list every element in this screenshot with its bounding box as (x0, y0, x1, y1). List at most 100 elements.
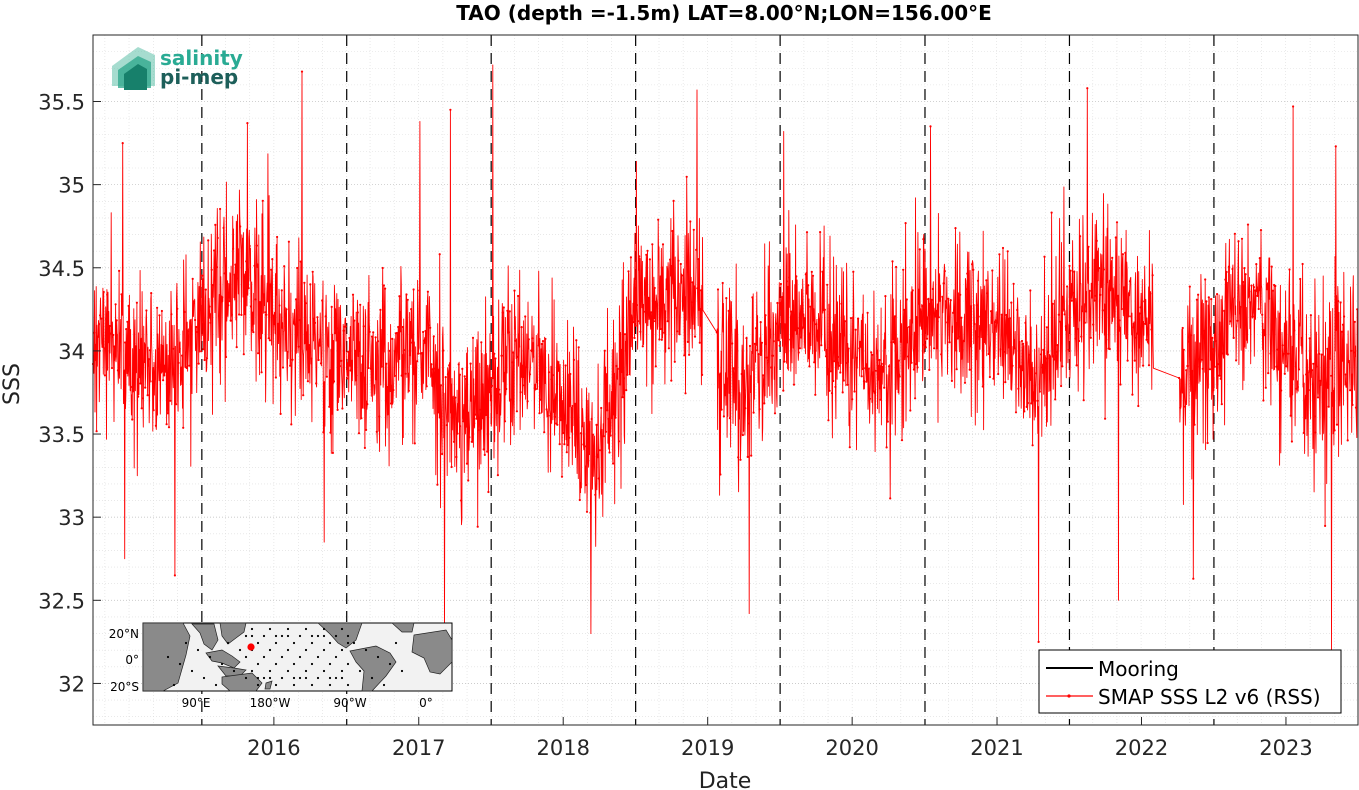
data-point (302, 394, 305, 397)
data-point (997, 372, 1000, 376)
data-point (545, 408, 548, 411)
data-point (722, 415, 726, 418)
data-point (460, 499, 463, 502)
data-point (476, 525, 479, 528)
data-point (544, 337, 547, 340)
data-point (800, 336, 803, 339)
data-point (1321, 401, 1324, 404)
inset-mooring-dot (328, 683, 332, 687)
data-point (1016, 308, 1019, 312)
data-point (531, 337, 534, 340)
data-point (425, 385, 428, 388)
data-point (344, 325, 347, 328)
data-point (577, 346, 580, 349)
inset-mooring-dot (292, 641, 296, 645)
data-point (202, 348, 205, 351)
inset-mooring-dot (190, 669, 194, 673)
data-point (1182, 348, 1185, 351)
data-point (933, 347, 936, 350)
data-point (270, 268, 273, 271)
data-point (836, 355, 840, 359)
data-point (173, 574, 176, 577)
data-point (1287, 352, 1290, 355)
inset-mooring-dot (262, 676, 266, 680)
data-point (878, 358, 881, 362)
data-point (1076, 327, 1079, 330)
data-point (465, 462, 469, 465)
data-point (393, 374, 396, 377)
data-point (310, 357, 313, 360)
inset-mooring-dot (304, 648, 308, 652)
inset-mooring-dot (166, 655, 170, 659)
data-point (1005, 313, 1008, 317)
data-point (1137, 404, 1140, 408)
y-tick-label: 34 (58, 340, 85, 364)
data-point (278, 304, 281, 307)
data-point (798, 347, 802, 350)
data-point (697, 258, 700, 261)
inset-mooring-dot (202, 676, 206, 680)
data-point (1043, 255, 1046, 258)
data-point (1236, 319, 1239, 322)
data-point (1208, 368, 1212, 371)
data-point (151, 380, 154, 383)
data-point (621, 396, 624, 399)
data-point (962, 340, 965, 343)
data-point (568, 436, 571, 439)
data-point (1335, 423, 1339, 426)
data-point (442, 349, 445, 352)
data-point (1339, 301, 1342, 304)
data-point (672, 199, 675, 202)
data-point (953, 309, 956, 312)
inset-mooring-dot (268, 648, 272, 652)
inset-mooring-dot (286, 669, 290, 673)
data-point (769, 328, 772, 331)
data-point (471, 336, 475, 339)
data-point (609, 434, 612, 437)
data-point (910, 361, 913, 364)
inset-mooring-dot (244, 634, 248, 638)
y-tick-label: 33 (58, 506, 85, 530)
data-point (317, 358, 320, 362)
data-point (468, 436, 471, 439)
data-point (1280, 389, 1283, 392)
data-point (779, 282, 783, 286)
data-point (276, 235, 279, 239)
data-point (747, 422, 751, 425)
data-point (235, 346, 238, 349)
data-point (338, 365, 342, 368)
data-point (1049, 355, 1052, 358)
data-point (809, 305, 812, 308)
inset-mooring-dot (244, 655, 248, 659)
data-point (931, 287, 935, 291)
data-point (778, 344, 781, 347)
data-point (1311, 369, 1314, 372)
data-point (676, 330, 679, 333)
data-point (935, 309, 938, 312)
data-point (925, 337, 929, 340)
data-point (1350, 349, 1353, 352)
data-point (988, 375, 992, 379)
data-point (102, 290, 105, 294)
data-point (756, 349, 759, 352)
data-point (753, 342, 756, 345)
inset-mooring-dot (400, 669, 404, 673)
data-point (1302, 431, 1305, 434)
data-point (1019, 365, 1022, 368)
data-point (489, 376, 492, 380)
data-point (1048, 357, 1051, 360)
data-point (851, 398, 854, 401)
data-point (1235, 359, 1238, 362)
data-point (696, 287, 699, 290)
data-point (892, 341, 895, 344)
data-point (1271, 289, 1274, 292)
data-point (688, 353, 691, 356)
data-point (283, 265, 286, 268)
data-point (139, 382, 142, 385)
data-point (864, 367, 867, 370)
data-point (582, 443, 585, 446)
data-point (967, 293, 970, 296)
data-point (185, 366, 188, 370)
data-point (1309, 314, 1312, 317)
data-point (1201, 367, 1204, 370)
